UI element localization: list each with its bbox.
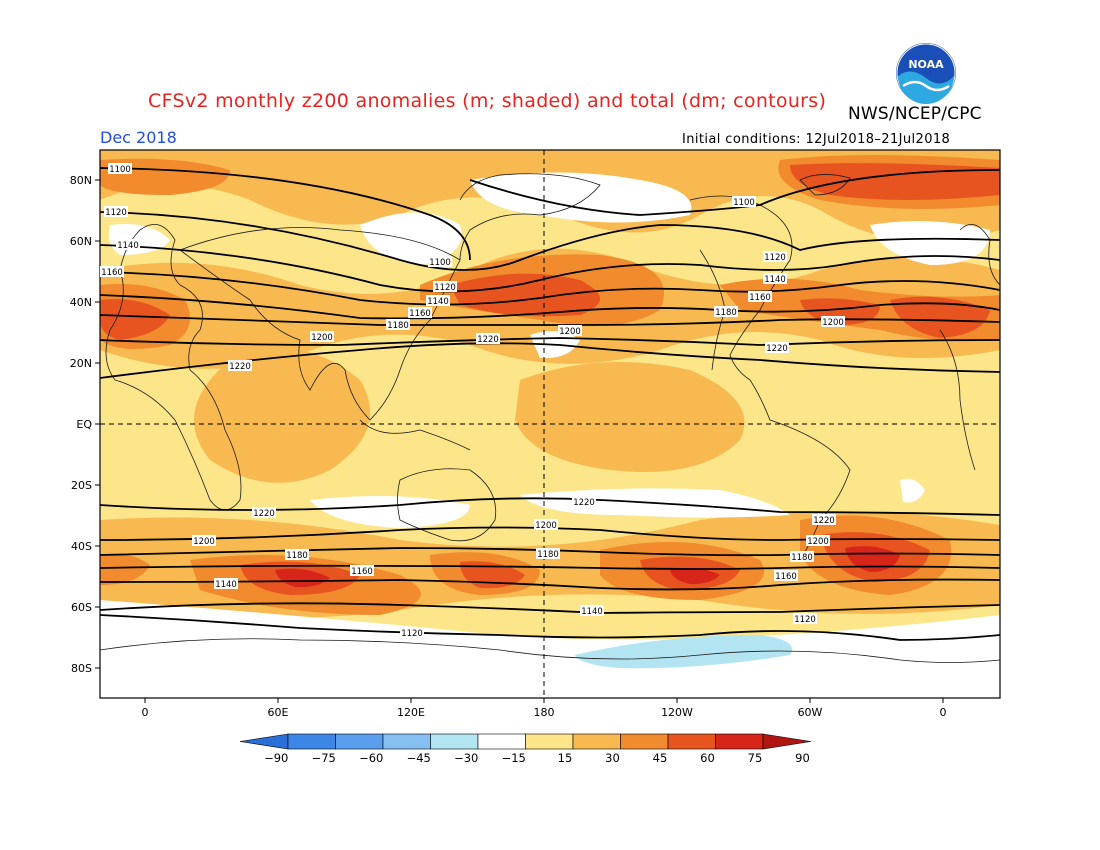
contour-label: 1180	[791, 553, 813, 563]
contour-label: 1100	[429, 258, 451, 268]
colorbar-swatch	[335, 733, 384, 750]
agency-label: NWS/NCEP/CPC	[848, 104, 982, 124]
colorbar-label: 90	[795, 751, 810, 765]
initial-conditions: Initial conditions: 12Jul2018–21Jul2018	[682, 132, 951, 147]
lat-label: 60S	[71, 601, 92, 614]
contour-label: 1200	[822, 318, 844, 328]
colorbar-left-arrow	[239, 733, 289, 750]
colorbar-swatch	[620, 733, 669, 750]
contour-label: 1140	[427, 297, 449, 307]
contour-label: 1160	[409, 309, 431, 319]
lon-label: 60E	[268, 706, 289, 719]
noaa-logo: NOAA	[896, 43, 956, 104]
contour-label: 1120	[105, 208, 127, 218]
contour-label: 1120	[434, 283, 456, 293]
contour-label: 1120	[764, 253, 786, 263]
colorbar-label: 45	[653, 751, 668, 765]
lat-label: 60N	[70, 235, 92, 248]
contour-label: 1180	[286, 551, 308, 561]
reference-lines	[100, 150, 1000, 698]
colorbar-label: 75	[748, 751, 763, 765]
colorbar-label: 15	[558, 751, 573, 765]
colorbar-swatch	[477, 733, 526, 750]
lat-label: 40S	[71, 540, 92, 553]
contour-label: 1140	[215, 580, 237, 590]
colorbar-label: −60	[359, 751, 383, 765]
colorbar-label: 30	[605, 751, 620, 765]
lat-label: 20S	[71, 479, 92, 492]
contour-label: 1220	[766, 344, 788, 354]
contour-label: 1200	[311, 333, 333, 343]
contour-label: 1200	[535, 521, 557, 531]
contour-label: 1160	[101, 268, 123, 278]
contour-label: 1220	[229, 362, 251, 372]
coastlines	[100, 173, 1000, 663]
contour-label: 1220	[477, 335, 499, 345]
colorbar-swatch	[287, 733, 336, 750]
colorbar-swatch	[525, 733, 574, 750]
lon-label: 0	[142, 706, 149, 719]
lon-label: 120W	[661, 706, 693, 719]
colorbar-swatch	[430, 733, 479, 750]
colorbar-swatch	[667, 733, 716, 750]
contour-label: 1200	[559, 327, 581, 337]
contour-label: 1140	[764, 275, 786, 285]
colorbar-label: −45	[407, 751, 431, 765]
lat-label: EQ	[76, 418, 92, 431]
contour-label: 1160	[749, 293, 771, 303]
lon-label: 120E	[397, 706, 425, 719]
lat-label: 40N	[70, 296, 92, 309]
contour-label: 1140	[581, 607, 603, 617]
lon-label: 180	[534, 706, 555, 719]
colorbar-swatch	[382, 733, 431, 750]
contour-label: 1100	[109, 165, 131, 175]
longitude-axis: 0 60E 120E 180 120W 60W 0	[142, 698, 947, 719]
colorbar: −90 −75 −60 −45 −30 −15 15 30 45 60 75 90	[239, 733, 812, 765]
colorbar-label: −30	[454, 751, 478, 765]
latitude-axis: 80N 60N 40N 20N EQ 20S 40S 60S 80S	[70, 174, 100, 675]
contour-label: 1220	[813, 516, 835, 526]
lat-label: 20N	[70, 357, 92, 370]
colorbar-label: −75	[312, 751, 336, 765]
colorbar-label: 60	[700, 751, 715, 765]
contour-label: 1220	[573, 498, 595, 508]
contour-label: 1200	[807, 537, 829, 547]
map-title: CFSv2 monthly z200 anomalies (m; shaded)…	[148, 90, 827, 112]
contour-label: 1140	[117, 241, 139, 251]
colorbar-right-arrow	[762, 733, 812, 750]
contour-label: 1180	[715, 308, 737, 318]
contour-label: 1160	[351, 567, 373, 577]
lon-label: 0	[940, 706, 947, 719]
colorbar-label: −15	[502, 751, 526, 765]
lon-label: 60W	[798, 706, 823, 719]
noaa-logo-text: NOAA	[908, 58, 944, 71]
forecast-month: Dec 2018	[100, 128, 177, 147]
lat-label: 80N	[70, 174, 92, 187]
contour-label: 1120	[401, 629, 423, 639]
contour-label: 1120	[794, 615, 816, 625]
colorbar-swatch	[715, 733, 764, 750]
colorbar-label: −90	[264, 751, 288, 765]
lat-label: 80S	[71, 662, 92, 675]
contour-label: 1180	[537, 550, 559, 560]
contour-label: 1220	[253, 509, 275, 519]
contour-label: 1100	[733, 198, 755, 208]
contour-label-group: 1100 1120 1140 1160 1100 1120 1140 1160 …	[100, 163, 845, 639]
contour-label: 1200	[193, 537, 215, 547]
contour-label: 1180	[387, 321, 409, 331]
colorbar-swatch	[572, 733, 621, 750]
contour-label: 1160	[775, 572, 797, 582]
